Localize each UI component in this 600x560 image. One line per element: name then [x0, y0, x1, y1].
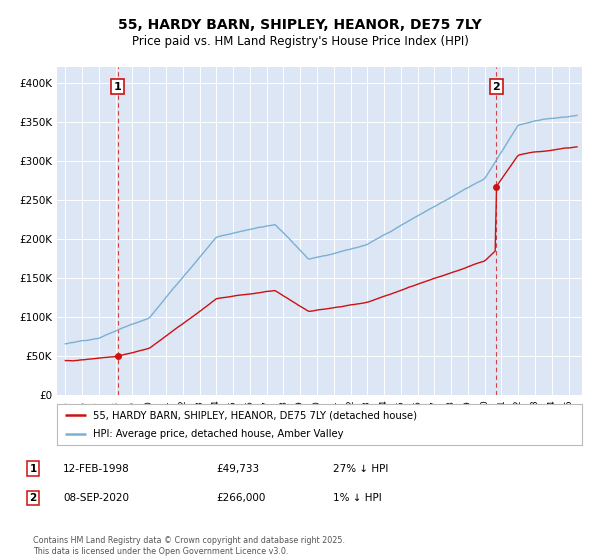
Text: 2: 2: [493, 82, 500, 92]
Text: 1: 1: [29, 464, 37, 474]
Text: £266,000: £266,000: [216, 493, 265, 503]
Text: 1: 1: [114, 82, 122, 92]
Text: £49,733: £49,733: [216, 464, 259, 474]
Text: 08-SEP-2020: 08-SEP-2020: [63, 493, 129, 503]
Text: 1% ↓ HPI: 1% ↓ HPI: [333, 493, 382, 503]
Text: Contains HM Land Registry data © Crown copyright and database right 2025.
This d: Contains HM Land Registry data © Crown c…: [33, 536, 345, 556]
Text: 12-FEB-1998: 12-FEB-1998: [63, 464, 130, 474]
Text: 27% ↓ HPI: 27% ↓ HPI: [333, 464, 388, 474]
Text: 55, HARDY BARN, SHIPLEY, HEANOR, DE75 7LY (detached house): 55, HARDY BARN, SHIPLEY, HEANOR, DE75 7L…: [93, 410, 416, 421]
Text: HPI: Average price, detached house, Amber Valley: HPI: Average price, detached house, Ambe…: [93, 429, 343, 439]
Text: Price paid vs. HM Land Registry's House Price Index (HPI): Price paid vs. HM Land Registry's House …: [131, 35, 469, 48]
Text: 55, HARDY BARN, SHIPLEY, HEANOR, DE75 7LY: 55, HARDY BARN, SHIPLEY, HEANOR, DE75 7L…: [118, 18, 482, 32]
Text: 2: 2: [29, 493, 37, 503]
